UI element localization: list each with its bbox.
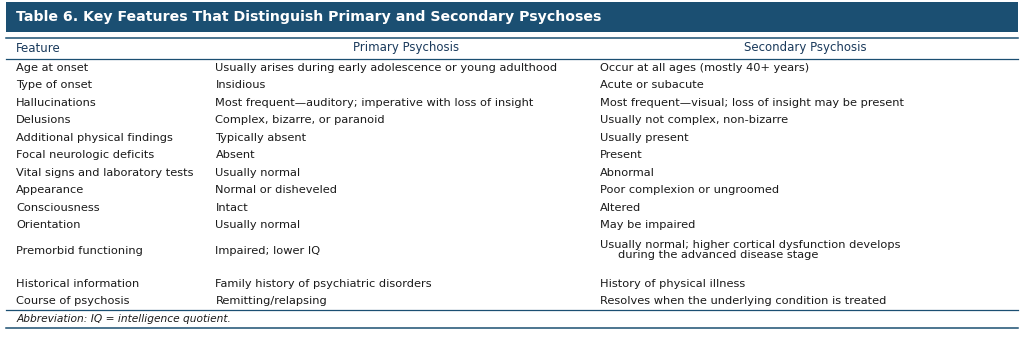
Text: during the advanced disease stage: during the advanced disease stage <box>618 251 818 261</box>
Bar <box>6 2 1018 32</box>
Text: Present: Present <box>600 150 643 160</box>
Text: Additional physical findings: Additional physical findings <box>16 133 173 143</box>
Text: Family history of psychiatric disorders: Family history of psychiatric disorders <box>215 279 432 289</box>
Text: Intact: Intact <box>215 203 248 213</box>
Text: Secondary Psychosis: Secondary Psychosis <box>744 42 866 54</box>
Text: Consciousness: Consciousness <box>16 203 99 213</box>
Text: Altered: Altered <box>600 203 641 213</box>
Text: Delusions: Delusions <box>16 115 72 125</box>
Text: Usually normal: Usually normal <box>215 220 301 230</box>
Text: Historical information: Historical information <box>16 279 139 289</box>
Text: Typically absent: Typically absent <box>215 133 306 143</box>
Text: Focal neurologic deficits: Focal neurologic deficits <box>16 150 155 160</box>
Text: Course of psychosis: Course of psychosis <box>16 296 130 306</box>
Text: Usually arises during early adolescence or young adulthood: Usually arises during early adolescence … <box>215 63 558 73</box>
Text: Appearance: Appearance <box>16 185 84 195</box>
Text: Usually normal; higher cortical dysfunction develops: Usually normal; higher cortical dysfunct… <box>600 241 900 251</box>
Text: Normal or disheveled: Normal or disheveled <box>215 185 338 195</box>
Text: Resolves when the underlying condition is treated: Resolves when the underlying condition i… <box>600 296 887 306</box>
Text: Insidious: Insidious <box>215 80 266 90</box>
Text: Absent: Absent <box>215 150 255 160</box>
Text: Age at onset: Age at onset <box>16 63 88 73</box>
Text: Most frequent—auditory; imperative with loss of insight: Most frequent—auditory; imperative with … <box>215 98 534 108</box>
Text: May be impaired: May be impaired <box>600 220 695 230</box>
Text: Hallucinations: Hallucinations <box>16 98 97 108</box>
Text: Premorbid functioning: Premorbid functioning <box>16 246 143 256</box>
Text: Table 6. Key Features That Distinguish Primary and Secondary Psychoses: Table 6. Key Features That Distinguish P… <box>16 10 601 24</box>
Text: Feature: Feature <box>16 42 60 54</box>
Text: Orientation: Orientation <box>16 220 81 230</box>
Text: Type of onset: Type of onset <box>16 80 92 90</box>
Text: Occur at all ages (mostly 40+ years): Occur at all ages (mostly 40+ years) <box>600 63 809 73</box>
Text: Abnormal: Abnormal <box>600 168 655 178</box>
Text: Complex, bizarre, or paranoid: Complex, bizarre, or paranoid <box>215 115 385 125</box>
Text: Abbreviation: IQ = intelligence quotient.: Abbreviation: IQ = intelligence quotient… <box>16 314 231 324</box>
Text: Impaired; lower IQ: Impaired; lower IQ <box>215 246 321 256</box>
Text: Remitting/relapsing: Remitting/relapsing <box>215 296 328 306</box>
Text: Primary Psychosis: Primary Psychosis <box>352 42 459 54</box>
Text: Usually present: Usually present <box>600 133 689 143</box>
Text: History of physical illness: History of physical illness <box>600 279 745 289</box>
Text: Most frequent—visual; loss of insight may be present: Most frequent—visual; loss of insight ma… <box>600 98 904 108</box>
Text: Acute or subacute: Acute or subacute <box>600 80 703 90</box>
Text: Poor complexion or ungroomed: Poor complexion or ungroomed <box>600 185 779 195</box>
Text: Usually normal: Usually normal <box>215 168 301 178</box>
Text: Usually not complex, non-bizarre: Usually not complex, non-bizarre <box>600 115 788 125</box>
Text: Vital signs and laboratory tests: Vital signs and laboratory tests <box>16 168 194 178</box>
